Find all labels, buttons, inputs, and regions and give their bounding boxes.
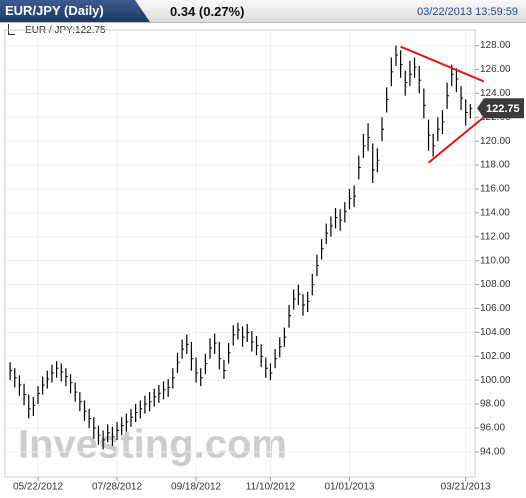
header-bar: EUR/JPY (Daily) 0.34 (0.27%) 03/22/2013 … bbox=[0, 0, 526, 23]
x-tick-label: 09/18/2012 bbox=[171, 482, 221, 493]
y-tick-label: 104.00 bbox=[480, 327, 511, 338]
y-tick-label: 120.00 bbox=[480, 136, 511, 147]
timestamp: 03/22/2013 13:59:59 bbox=[417, 6, 518, 18]
x-tick-label: 11/10/2012 bbox=[246, 482, 296, 493]
y-tick-label: 112.00 bbox=[480, 231, 510, 242]
y-tick-label: 98.00 bbox=[480, 399, 505, 410]
x-tick-label: 07/28/2012 bbox=[92, 482, 142, 493]
y-tick-label: 114.00 bbox=[480, 208, 510, 219]
symbol-tab[interactable]: EUR/JPY (Daily) bbox=[0, 0, 150, 22]
y-tick-label: 96.00 bbox=[480, 423, 505, 434]
change: 0.34 (0.27%) bbox=[170, 4, 245, 19]
y-tick-label: 126.00 bbox=[480, 64, 511, 75]
watermark: Investing.com bbox=[18, 423, 287, 467]
plot-frame bbox=[4, 29, 476, 478]
trendline bbox=[427, 116, 485, 164]
y-tick-label: 128.00 bbox=[480, 40, 511, 51]
y-tick-label: 116.00 bbox=[480, 184, 510, 195]
x-tick-label: 01/01/2013 bbox=[324, 482, 374, 493]
y-tick-label: 102.00 bbox=[480, 351, 511, 362]
last-price-label: 122.75 bbox=[486, 103, 520, 115]
y-tick-label: 110.00 bbox=[480, 255, 510, 266]
y-tick-label: 106.00 bbox=[480, 303, 511, 314]
x-tick-label: 05/22/2012 bbox=[13, 482, 63, 493]
y-tick-label: 108.00 bbox=[480, 279, 511, 290]
y-tick-label: 124.00 bbox=[480, 88, 511, 99]
y-tick-label: 94.00 bbox=[480, 447, 505, 458]
trendline bbox=[400, 45, 485, 83]
y-tick-label: 100.00 bbox=[480, 375, 511, 386]
last-price-box bbox=[477, 98, 524, 119]
x-tick-label: 03/21/2013 bbox=[441, 482, 491, 493]
y-tick-label: 118.00 bbox=[480, 160, 510, 171]
